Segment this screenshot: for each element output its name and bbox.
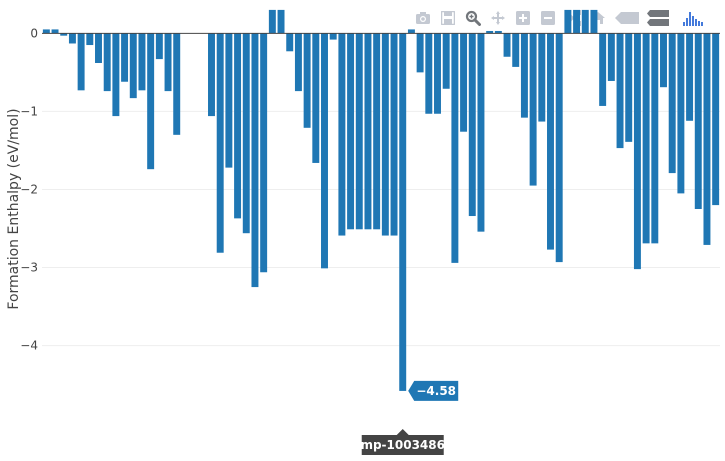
- bar[interactable]: [390, 33, 398, 236]
- bar[interactable]: [668, 33, 676, 174]
- bar[interactable]: [599, 33, 607, 106]
- bar[interactable]: [425, 33, 433, 114]
- hover-value-box: [408, 380, 459, 401]
- hover-tooltip: −4.58 mp-1003486: [360, 380, 459, 455]
- bar[interactable]: [694, 33, 702, 209]
- bar[interactable]: [286, 33, 294, 52]
- bar[interactable]: [529, 33, 537, 186]
- bar[interactable]: [112, 33, 120, 117]
- zoom-in-icon[interactable]: [514, 9, 532, 27]
- bar[interactable]: [294, 33, 302, 92]
- bar[interactable]: [260, 33, 268, 273]
- bar[interactable]: [51, 29, 59, 34]
- bar[interactable]: [208, 33, 215, 117]
- bar[interactable]: [242, 33, 250, 234]
- bar[interactable]: [303, 33, 311, 128]
- bar[interactable]: [434, 33, 441, 114]
- bar[interactable]: [103, 33, 111, 92]
- bar[interactable]: [86, 33, 94, 46]
- bar[interactable]: [555, 33, 563, 263]
- bar[interactable]: [486, 30, 494, 34]
- bar[interactable]: [364, 33, 372, 230]
- y-tick-label: −3: [20, 261, 38, 275]
- bar[interactable]: [642, 33, 650, 244]
- bar[interactable]: [625, 33, 633, 142]
- bar[interactable]: [512, 33, 520, 67]
- bar[interactable]: [703, 33, 711, 245]
- bar[interactable]: [416, 33, 424, 73]
- hover-x-box: [361, 429, 444, 455]
- bar[interactable]: [355, 33, 363, 230]
- bar[interactable]: [686, 33, 694, 121]
- bar[interactable]: [155, 33, 163, 60]
- bar[interactable]: [538, 33, 546, 122]
- y-axis-title: Formation Enthalpy (eV/mol): [6, 108, 22, 309]
- pan-icon[interactable]: [489, 9, 507, 27]
- bar[interactable]: [442, 33, 450, 89]
- bar[interactable]: [321, 33, 328, 269]
- bar[interactable]: [581, 9, 589, 34]
- bar[interactable]: [312, 33, 320, 163]
- bar[interactable]: [564, 9, 572, 34]
- grid-lines: [42, 110, 720, 347]
- zoom-out-icon[interactable]: [539, 9, 557, 27]
- bar[interactable]: [173, 33, 181, 135]
- bar[interactable]: [573, 9, 581, 34]
- bar[interactable]: [129, 33, 137, 99]
- bar[interactable]: [468, 33, 476, 217]
- bar[interactable]: [216, 33, 224, 253]
- bar[interactable]: [68, 33, 76, 44]
- bar[interactable]: [277, 9, 285, 34]
- bar[interactable]: [225, 33, 233, 168]
- camera-icon[interactable]: [414, 9, 432, 27]
- bar[interactable]: [477, 33, 485, 232]
- bar[interactable]: [547, 33, 554, 250]
- bar-series[interactable]: [42, 9, 720, 391]
- bar[interactable]: [234, 33, 242, 219]
- bar[interactable]: [251, 33, 259, 288]
- bar[interactable]: [338, 33, 346, 236]
- bar[interactable]: [616, 33, 624, 149]
- bar[interactable]: [42, 29, 50, 34]
- save-icon[interactable]: [439, 9, 457, 27]
- hover-value-label: −4.58: [416, 384, 456, 398]
- bar[interactable]: [60, 33, 68, 36]
- bar[interactable]: [138, 33, 146, 91]
- y-tick-label: −2: [20, 182, 38, 196]
- y-tick-label: 0: [30, 26, 38, 40]
- y-tick-label: −1: [20, 104, 38, 118]
- bar[interactable]: [164, 33, 172, 92]
- bar[interactable]: [347, 33, 355, 230]
- bar[interactable]: [712, 33, 720, 206]
- bar[interactable]: [381, 33, 389, 236]
- bar[interactable]: [460, 33, 468, 132]
- bar[interactable]: [95, 33, 102, 63]
- bar[interactable]: [373, 33, 381, 230]
- plotly-logo-icon[interactable]: [682, 9, 706, 27]
- bar[interactable]: [660, 33, 667, 88]
- zoom-icon[interactable]: [464, 9, 482, 27]
- y-tick-label: −4: [20, 339, 38, 353]
- bar[interactable]: [121, 33, 129, 82]
- bar[interactable]: [77, 33, 85, 91]
- bar[interactable]: [329, 33, 337, 40]
- bar[interactable]: [590, 9, 598, 34]
- bar[interactable]: [520, 33, 528, 118]
- bar[interactable]: [399, 33, 407, 391]
- spike-lines-icon[interactable]: [614, 9, 640, 27]
- bar[interactable]: [677, 33, 685, 194]
- bar[interactable]: [651, 33, 659, 244]
- bar[interactable]: [268, 9, 276, 34]
- hover-x-label: mp-1003486: [360, 438, 445, 452]
- compare-hover-icon[interactable]: [647, 9, 669, 27]
- bar[interactable]: [633, 33, 641, 270]
- y-axis: 0 −1 −2 −3 −4: [20, 26, 38, 352]
- bar[interactable]: [494, 30, 502, 34]
- bar[interactable]: [147, 33, 155, 170]
- bar[interactable]: [607, 33, 615, 81]
- bar[interactable]: [503, 33, 511, 57]
- bar[interactable]: [407, 29, 415, 34]
- bar[interactable]: [451, 33, 459, 263]
